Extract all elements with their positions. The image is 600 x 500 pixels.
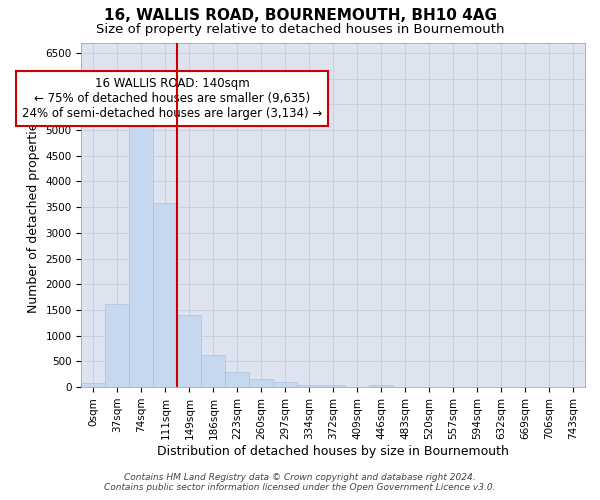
Text: 16, WALLIS ROAD, BOURNEMOUTH, BH10 4AG: 16, WALLIS ROAD, BOURNEMOUTH, BH10 4AG: [104, 8, 497, 22]
Text: Contains HM Land Registry data © Crown copyright and database right 2024.
Contai: Contains HM Land Registry data © Crown c…: [104, 473, 496, 492]
Bar: [249, 380, 273, 387]
Bar: [226, 372, 249, 387]
Bar: [130, 126, 154, 387]
Bar: [369, 384, 393, 387]
Bar: [273, 382, 297, 387]
Y-axis label: Number of detached properties: Number of detached properties: [27, 116, 40, 314]
Text: Size of property relative to detached houses in Bournemouth: Size of property relative to detached ho…: [96, 22, 504, 36]
Bar: [202, 355, 226, 387]
Bar: [321, 384, 345, 387]
Bar: [106, 304, 130, 387]
Bar: [154, 203, 178, 387]
Bar: [297, 384, 321, 387]
Text: 16 WALLIS ROAD: 140sqm
← 75% of detached houses are smaller (9,635)
24% of semi-: 16 WALLIS ROAD: 140sqm ← 75% of detached…: [22, 77, 322, 120]
Bar: [178, 315, 202, 387]
Bar: [82, 383, 106, 387]
X-axis label: Distribution of detached houses by size in Bournemouth: Distribution of detached houses by size …: [157, 444, 509, 458]
